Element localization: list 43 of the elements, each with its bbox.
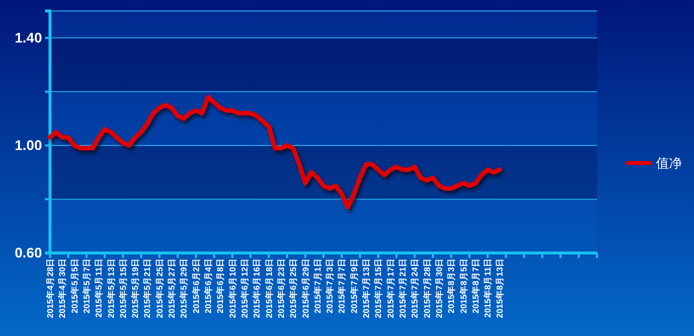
x-tick-label: 2015年5月13日 — [106, 258, 116, 318]
x-tick-label: 2015年6月29日 — [300, 258, 310, 318]
y-tick-label: 1.40 — [14, 29, 42, 46]
x-tick-label: 2015年5月25日 — [154, 258, 164, 318]
x-tick-label: 2015年5月5日 — [69, 258, 80, 314]
x-tick-label: 2015年8月13日 — [494, 258, 505, 318]
y-tick-label: 0.60 — [14, 244, 42, 260]
x-tick-label: 2015年4月30日 — [57, 258, 68, 318]
x-tick-label: 2015年5月29日 — [178, 258, 189, 318]
x-tick-label: 2015年4月28日 — [44, 258, 55, 318]
x-tick-label: 2015年7月7日 — [336, 258, 347, 314]
x-tick-label: 2015年7月15日 — [373, 258, 384, 318]
x-tick-label: 2015年7月17日 — [385, 258, 396, 318]
legend-label: 值净 — [656, 156, 682, 172]
x-tick-label: 2015年8月3日 — [446, 258, 456, 314]
x-tick-label: 2015年8月7日 — [470, 258, 480, 314]
x-tick-label: 2015年8月11日 — [482, 258, 493, 318]
x-tick-label: 2015年6月4日 — [202, 258, 213, 314]
x-tick-label: 2015年6月12日 — [239, 258, 250, 318]
y-tick-label: 1.00 — [14, 136, 42, 153]
x-tick-label: 2015年8月5日 — [458, 258, 468, 314]
x-tick-label: 2015年7月30日 — [434, 258, 444, 318]
x-tick-label: 2015年7月1日 — [312, 258, 322, 314]
x-tick-label: 2015年6月8日 — [215, 258, 226, 314]
x-tick-label: 2015年5月27日 — [166, 258, 177, 318]
x-tick-label: 2015年5月21日 — [142, 258, 152, 318]
x-tick-label: 2015年6月16日 — [252, 258, 262, 318]
x-tick-label: 2015年5月15日 — [118, 258, 128, 318]
x-tick-label: 2015年5月7日 — [81, 258, 92, 314]
x-tick-label: 2015年7月24日 — [410, 258, 420, 318]
x-tick-label: 2015年6月23日 — [276, 258, 286, 318]
x-tick-label: 2015年6月2日 — [190, 258, 201, 314]
x-tick-label: 2015年6月25日 — [288, 258, 298, 318]
x-tick-label: 2015年7月3日 — [324, 258, 335, 314]
x-tick-label: 2015年7月9日 — [348, 258, 359, 314]
x-tick-label: 2015年5月11日 — [94, 258, 104, 318]
line-series — [48, 94, 502, 210]
x-tick-label: 2015年7月13日 — [361, 258, 372, 318]
x-tick-label: 2015年6月10日 — [227, 258, 238, 318]
x-tick-label: 2015年5月19日 — [130, 258, 140, 318]
x-tick-label: 2015年7月28日 — [422, 258, 432, 318]
x-tick-label: 2015年6月18日 — [264, 258, 274, 318]
x-tick-label: 2015年7月21日 — [397, 258, 408, 318]
